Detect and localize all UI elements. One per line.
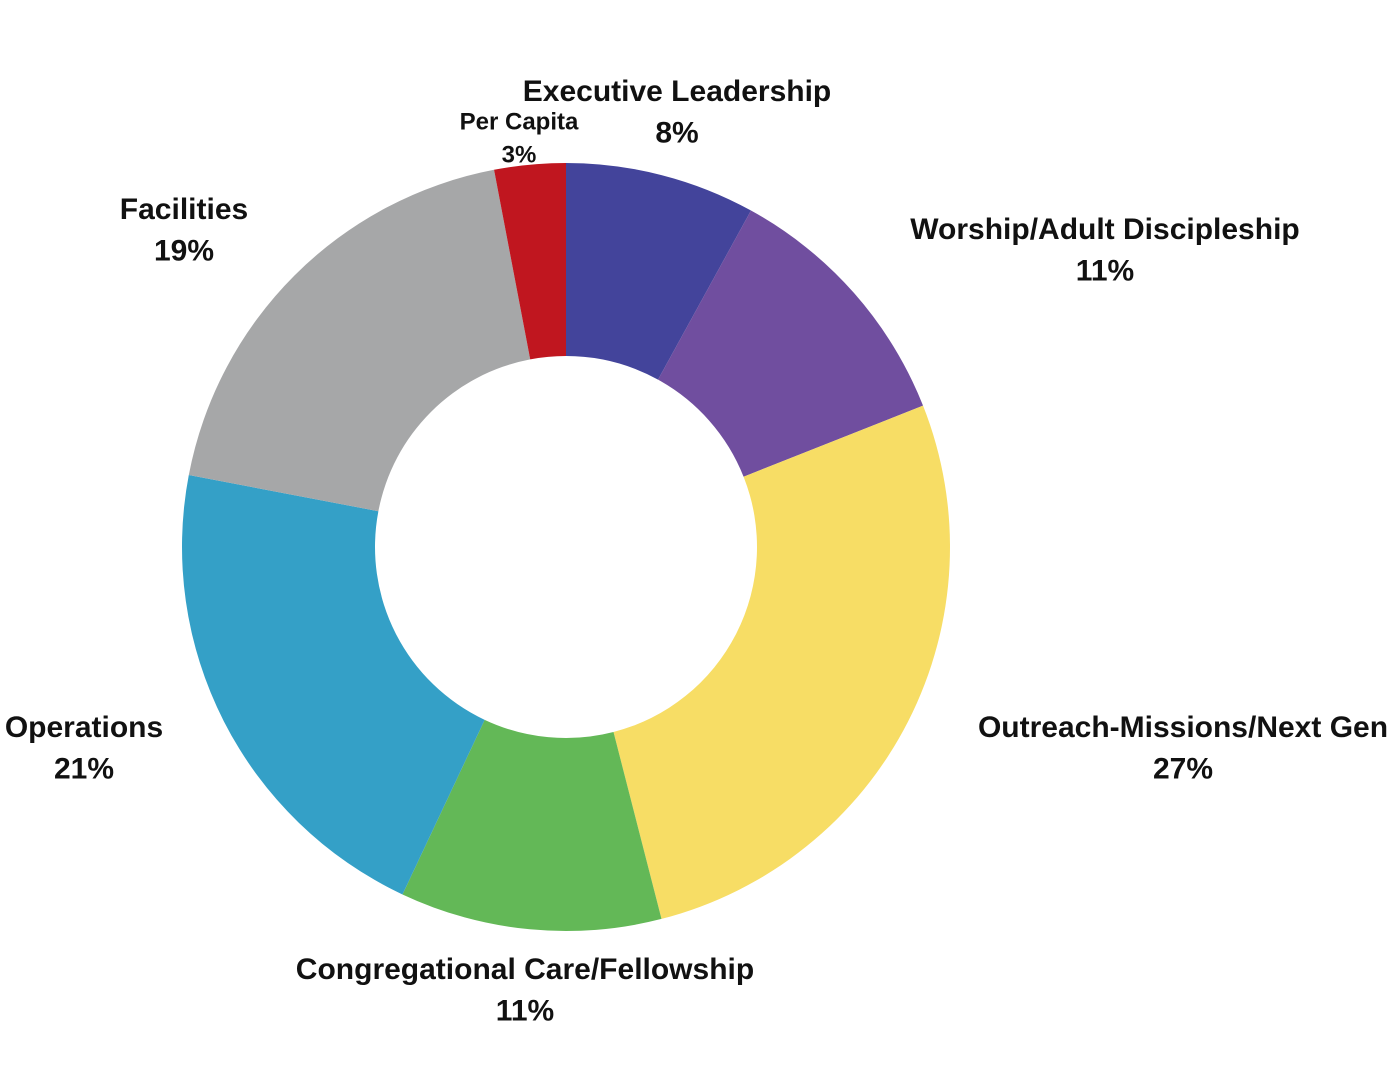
label-value: 19% bbox=[154, 234, 214, 267]
slice-congregational-care-fellowship bbox=[402, 719, 662, 931]
slice-outreach-missions-next-gen bbox=[613, 405, 950, 919]
label-category: Operations bbox=[5, 711, 163, 744]
label-category: Congregational Care/Fellowship bbox=[296, 953, 754, 986]
label-per-capita: Per Capita 3% bbox=[460, 108, 579, 168]
label-category: Outreach-Missions/Next Gen bbox=[978, 711, 1388, 744]
label-value: 27% bbox=[1153, 752, 1213, 785]
label-category: Worship/Adult Discipleship bbox=[910, 213, 1299, 246]
label-worship-adult-discipleship: Worship/Adult Discipleship 11% bbox=[910, 213, 1299, 287]
label-value: 3% bbox=[502, 141, 537, 168]
slice-executive-leadership bbox=[566, 163, 751, 380]
slice-worship-adult-discipleship bbox=[658, 210, 924, 477]
slice-operations bbox=[182, 475, 485, 895]
label-operations: Operations 21% bbox=[5, 711, 163, 785]
label-value: 21% bbox=[54, 752, 114, 785]
slice-per-capita bbox=[494, 163, 566, 360]
label-executive-leadership: Executive Leadership 8% bbox=[523, 75, 831, 149]
label-category: Facilities bbox=[120, 193, 248, 226]
donut-slices bbox=[182, 163, 950, 931]
slice-labels: Executive Leadership 8% Worship/Adult Disc… bbox=[5, 75, 1388, 1027]
label-facilities: Facilities 19% bbox=[120, 193, 248, 267]
label-category: Executive Leadership bbox=[523, 75, 831, 108]
label-value: 8% bbox=[655, 116, 698, 149]
label-category: Per Capita bbox=[460, 108, 579, 135]
label-outreach-missions-next-gen: Outreach-Missions/Next Gen 27% bbox=[978, 711, 1388, 785]
label-congregational-care-fellowship: Congregational Care/Fellowship 11% bbox=[296, 953, 754, 1027]
slice-facilities bbox=[188, 169, 531, 512]
label-value: 11% bbox=[496, 994, 554, 1027]
label-value: 11% bbox=[1076, 254, 1134, 287]
